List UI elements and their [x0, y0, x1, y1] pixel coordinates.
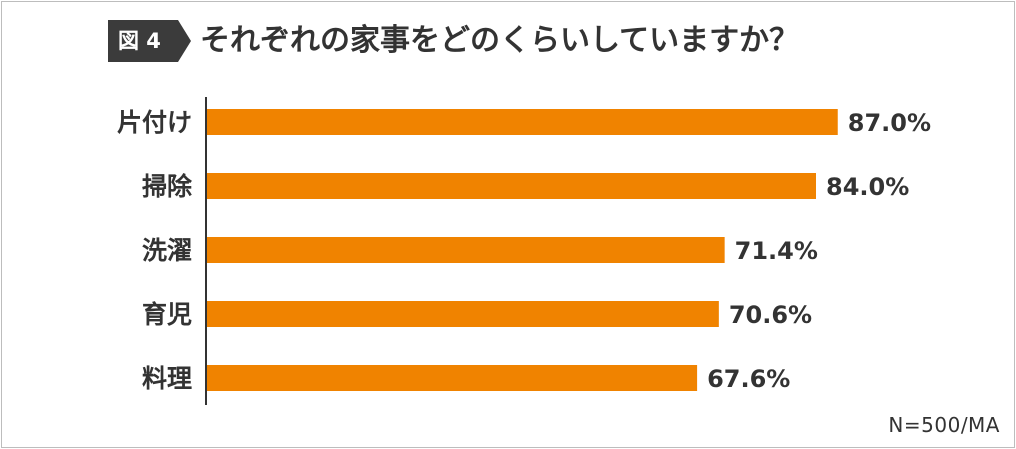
bar [207, 301, 719, 327]
value-label: 87.0% [848, 109, 931, 137]
bar [207, 365, 698, 391]
value-label: 71.4% [735, 237, 818, 265]
value-label: 84.0% [826, 173, 909, 201]
category-label: 掃除 [142, 172, 193, 201]
bar [207, 237, 725, 263]
category-label: 料理 [142, 364, 192, 393]
bar [207, 173, 816, 199]
chart-title: それぞれの家事をどのくらいしていますか？ [200, 23, 800, 58]
bar [207, 109, 838, 135]
category-label: 洗濯 [142, 236, 192, 265]
sample-note: N=500/MA [888, 413, 1000, 437]
category-label: 片付け [117, 108, 192, 137]
value-label: 70.6% [729, 301, 812, 329]
category-label: 育児 [142, 300, 192, 329]
figure-label-badge: 図 4 [108, 20, 191, 62]
value-label: 67.6% [707, 365, 790, 393]
